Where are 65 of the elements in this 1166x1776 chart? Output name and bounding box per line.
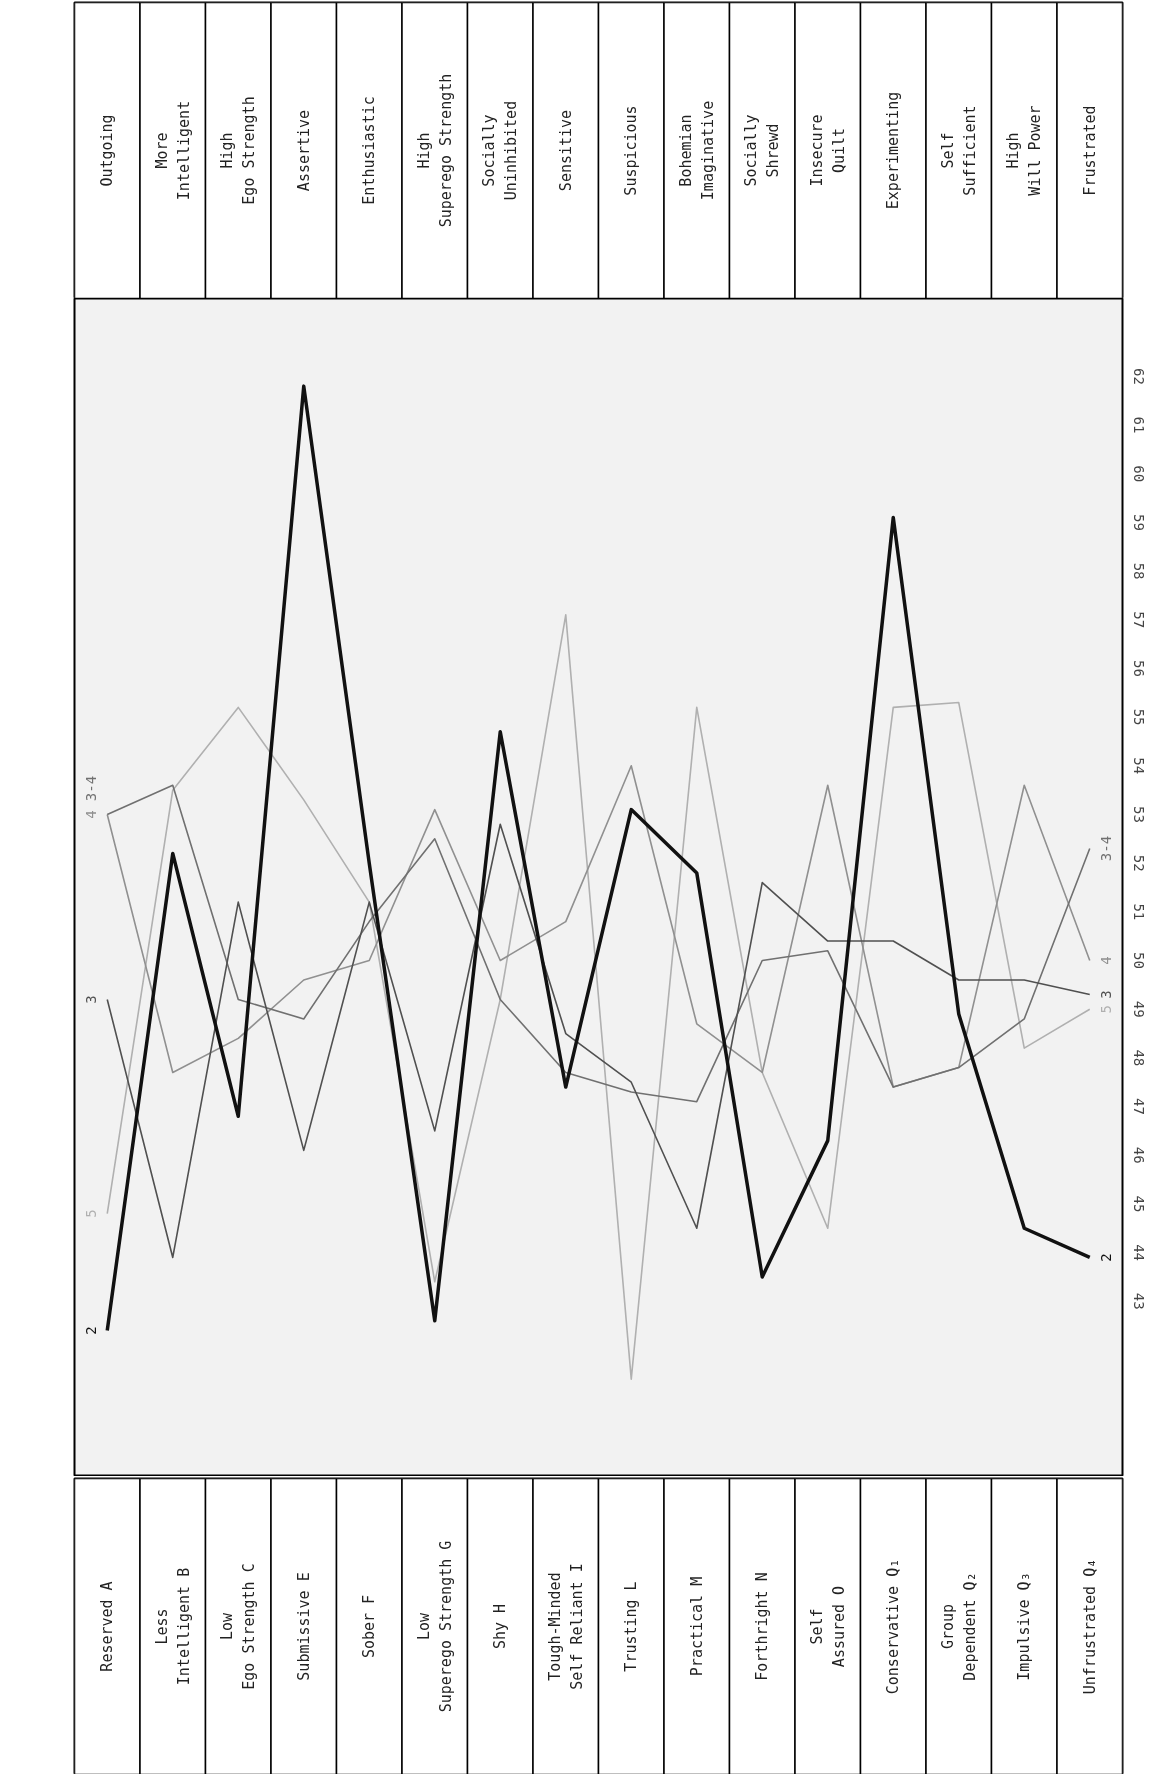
text: Assertive — [294, 109, 313, 192]
text: High Ego Strength — [218, 96, 259, 205]
x-tick-label: Submissive E — [294, 1572, 313, 1681]
text: 3 — [83, 995, 100, 1004]
y-tick-label: 47 — [1130, 1098, 1147, 1115]
y-tick-label: 49 — [1130, 1000, 1147, 1018]
x-tick-label: Conservative Q₁ — [884, 1558, 903, 1695]
x-tick-label: Shy H — [491, 1603, 510, 1650]
text: Suspicious — [622, 105, 641, 196]
y-tick-label: 58 — [1130, 562, 1147, 580]
text: Experimenting — [884, 91, 903, 210]
y-tick-label: 53 — [1130, 806, 1147, 823]
text: 4 — [1097, 956, 1114, 965]
text: 3-4 — [1097, 835, 1114, 862]
y-tick-label: 62 — [1130, 367, 1147, 385]
text: High Superego Strength — [414, 73, 455, 228]
x-tick-label: Impulsive Q₃ — [1015, 1572, 1034, 1681]
text: 4 — [83, 810, 100, 819]
text: 3-4 — [83, 775, 100, 802]
y-tick-label: 43 — [1130, 1292, 1147, 1310]
x-tick-label: Less Intelligent B — [152, 1567, 193, 1686]
x-tick-label: Unfrustrated Q₄ — [1080, 1558, 1099, 1695]
x-tick-label: Low Ego Strength C — [218, 1563, 259, 1690]
y-tick-label: 60 — [1130, 465, 1147, 483]
x-tick-label: Tough-Minded Self Reliant I — [545, 1563, 586, 1690]
y-tick-label: 44 — [1130, 1244, 1147, 1262]
text: Self Sufficient — [938, 105, 979, 196]
y-tick-label: 48 — [1130, 1049, 1147, 1067]
y-tick-label: 57 — [1130, 611, 1147, 629]
y-tick-label: 55 — [1130, 708, 1147, 726]
y-tick-label: 56 — [1130, 660, 1147, 677]
text: 2 — [1097, 1253, 1114, 1262]
y-tick-label: 45 — [1130, 1195, 1147, 1213]
text: 5 — [83, 1209, 100, 1218]
text: Bohemian Imaginative — [676, 100, 717, 201]
line-series — [106, 823, 1091, 1259]
x-tick-label: Self Assured O — [807, 1585, 848, 1668]
x-tick-label: Forthright N — [753, 1572, 772, 1681]
line-series — [105, 384, 1092, 1333]
y-tick-label: 54 — [1130, 757, 1147, 775]
x-tick-label: Group Dependent Q₂ — [938, 1572, 979, 1681]
y-tick-label: 59 — [1130, 513, 1147, 531]
text: Socially Shrewd — [742, 114, 783, 187]
text: Insecure Quilt — [807, 114, 848, 187]
text: Enthusiastic — [360, 96, 379, 205]
text: Outgoing — [98, 114, 117, 187]
y-tick-label: 61 — [1130, 416, 1147, 434]
text: 5 — [1097, 1004, 1114, 1014]
text: 3 — [1097, 990, 1114, 999]
y-tick-label: 52 — [1130, 854, 1147, 872]
x-tick-label: Reserved A — [98, 1581, 117, 1672]
text: High Will Power — [1004, 105, 1045, 196]
text: 2 — [83, 1326, 100, 1335]
x-tick-label: Trusting L — [622, 1581, 641, 1672]
y-tick-label: 50 — [1130, 952, 1147, 969]
x-tick-label: Sober F — [360, 1594, 379, 1659]
x-tick-label: Low Superego Strength G — [414, 1540, 455, 1713]
text: Frustrated — [1080, 105, 1099, 196]
x-tick-label: Practical M — [687, 1576, 706, 1677]
text: Sensitive — [556, 109, 575, 192]
text: More Intelligent — [152, 100, 193, 201]
y-tick-label: 51 — [1130, 903, 1147, 921]
y-tick-label: 46 — [1130, 1146, 1147, 1164]
text: Socially Uninhibited — [480, 100, 521, 201]
line-series — [106, 614, 1091, 1380]
